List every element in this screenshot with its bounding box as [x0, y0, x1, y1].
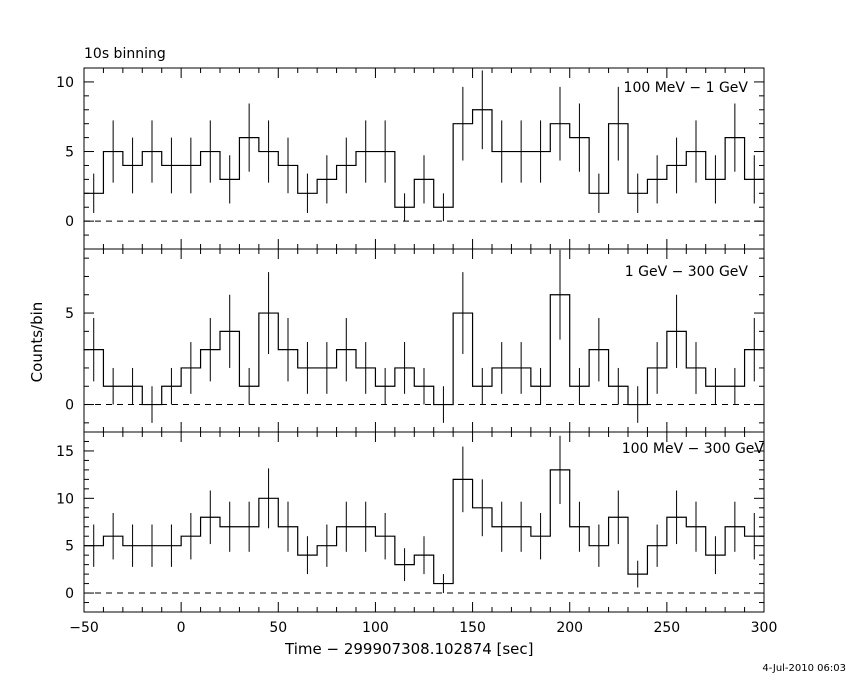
- panel-label-3: 100 MeV − 300 GeV: [621, 441, 764, 457]
- timestamp-footer: 4-Jul-2010 06:03: [762, 663, 846, 674]
- x-tick-label: 150: [459, 620, 486, 636]
- x-tick-label: 0: [177, 620, 186, 636]
- panel-label-2: 1 GeV − 300 GeV: [624, 264, 748, 280]
- x-tick-label: −50: [69, 620, 99, 636]
- y-tick-label: 10: [56, 491, 74, 507]
- y-tick-label: 5: [65, 306, 74, 322]
- y-tick-label: 10: [56, 75, 74, 91]
- panel-label-1: 100 MeV − 1 GeV: [623, 80, 748, 96]
- y-tick-label: 0: [65, 214, 74, 230]
- y-tick-label: 0: [65, 586, 74, 602]
- x-tick-label: 300: [751, 620, 778, 636]
- y-tick-label: 5: [65, 145, 74, 161]
- x-tick-label: 200: [556, 620, 583, 636]
- y-tick-label: 5: [65, 539, 74, 555]
- x-tick-label: 100: [362, 620, 389, 636]
- chart-title: 10s binning: [84, 46, 166, 62]
- y-axis-label: Counts/bin: [28, 301, 46, 383]
- panel-frame-3: [83, 431, 765, 613]
- x-tick-label: 50: [269, 620, 287, 636]
- histogram-series-3: [84, 469, 764, 585]
- x-axis-label: Time − 299907308.102874 [sec]: [285, 640, 534, 658]
- y-tick-label: 15: [56, 444, 74, 460]
- x-tick-label: 250: [653, 620, 680, 636]
- y-tick-label: 0: [65, 398, 74, 414]
